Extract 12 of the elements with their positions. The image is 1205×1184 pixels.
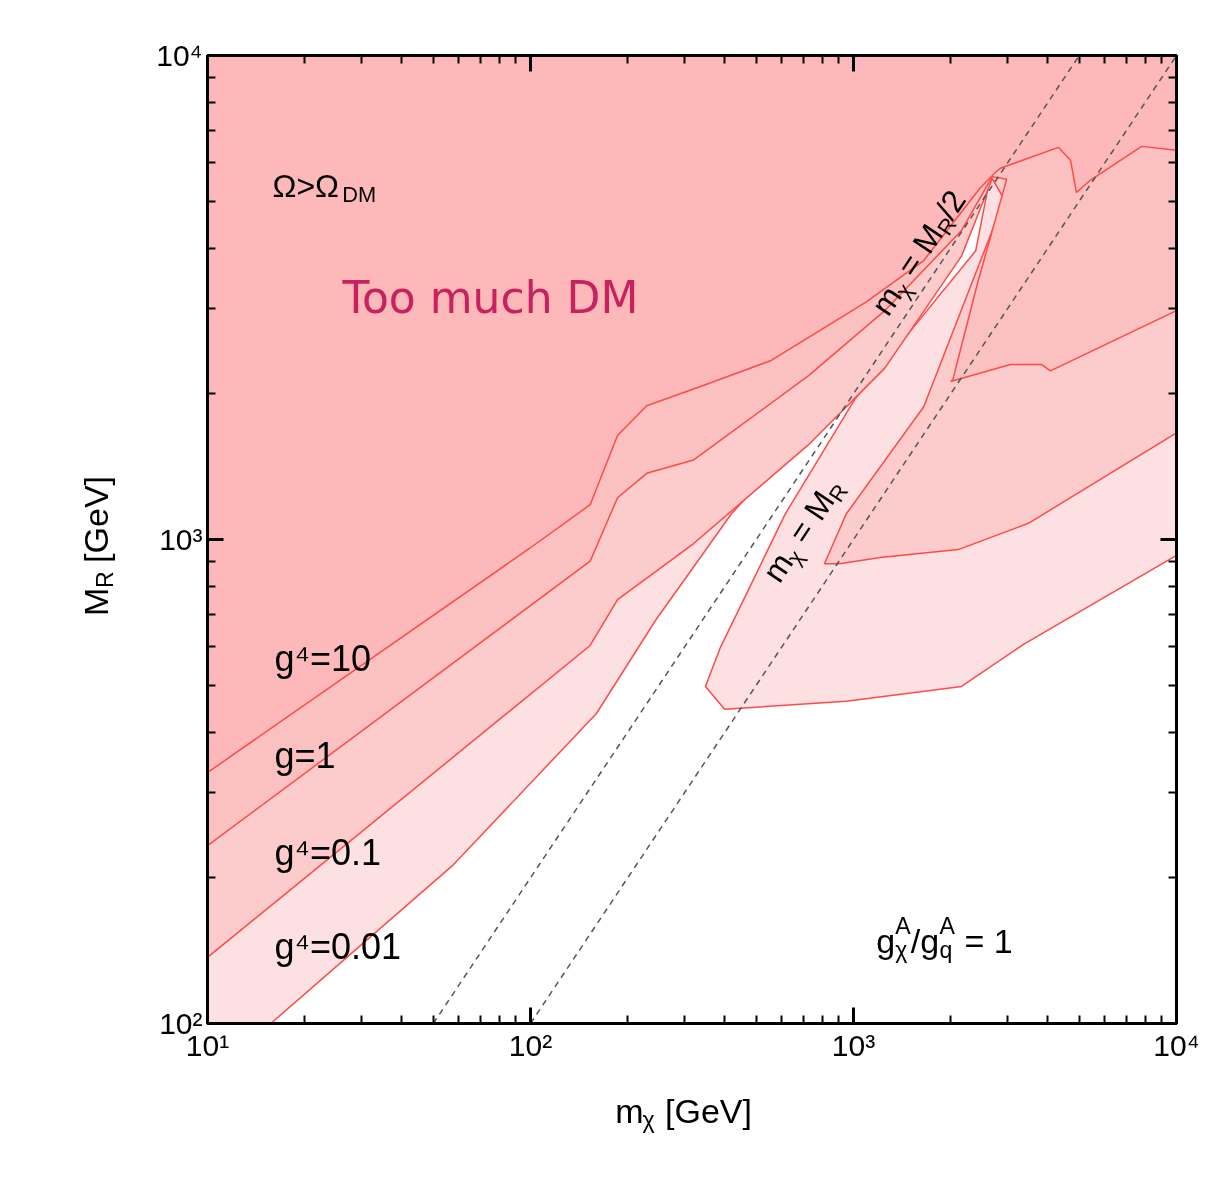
x-tick-label: 10³ [831, 1028, 876, 1062]
x-tick-label: 10² [508, 1028, 553, 1062]
annotation: g⁴=0.1 [274, 832, 382, 873]
annotation: g=1 [274, 735, 336, 776]
y-tick-label: 10⁴ [156, 39, 203, 72]
y-tick-label: 10³ [159, 523, 203, 556]
y-axis-title: MR [GeV] [76, 475, 119, 617]
x-tick-label: 10⁴ [1153, 1028, 1200, 1062]
annotation: mχ = MR [755, 479, 854, 589]
annotation: Too much DM [341, 272, 639, 323]
annotation: mχ = MR/2 [864, 183, 973, 322]
annotation: g⁴=10 [274, 638, 372, 679]
